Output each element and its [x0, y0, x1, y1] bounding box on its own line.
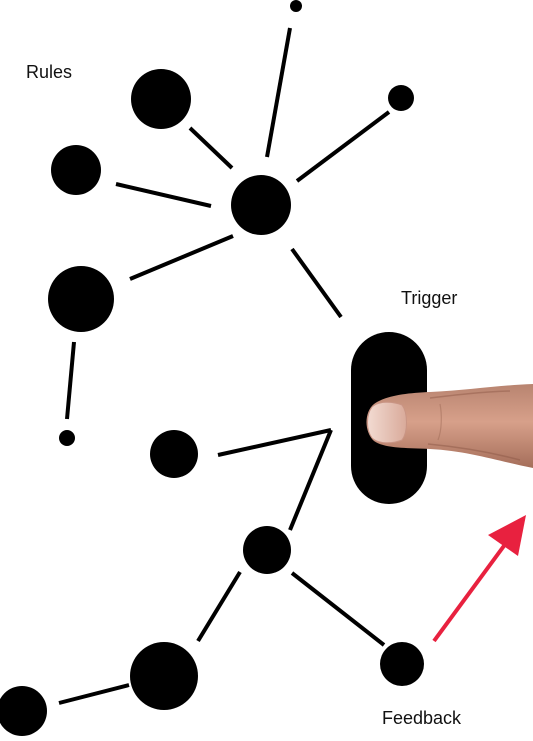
node-upper-right-small — [388, 85, 414, 111]
edge-hub-lower-right — [292, 249, 341, 317]
up-right-arrow-icon — [434, 515, 526, 641]
node-hub — [231, 175, 291, 235]
node-top-small — [290, 0, 302, 12]
edge-mid-node-to-peak — [218, 430, 331, 455]
edge-junction-to-feedback — [292, 573, 384, 645]
edge-junction-to-lower — [198, 572, 240, 641]
edge-hub-upper-left — [190, 128, 232, 168]
node-bottom-left-corner — [0, 686, 47, 736]
rules-label: Rules — [26, 62, 72, 83]
edge-hub-left — [116, 184, 211, 206]
edge-lower-to-corner — [59, 685, 129, 703]
edge-lower-left-tail — [67, 342, 74, 419]
node-bottom-large — [130, 642, 198, 710]
node-feedback — [380, 642, 424, 686]
node-lower-left-large — [48, 266, 114, 332]
node-left-medium — [51, 145, 101, 195]
edge-peak-to-junction — [290, 430, 331, 530]
rules-network-edges — [67, 28, 389, 419]
node-middle-left — [150, 430, 198, 478]
trigger-label: Trigger — [401, 288, 457, 309]
feedback-label: Feedback — [382, 708, 461, 729]
edge-hub-upper-right — [297, 112, 389, 181]
edge-hub-lower-left — [130, 236, 233, 279]
feedback-network-edges — [59, 430, 384, 703]
node-lower-left-tiny — [59, 430, 75, 446]
edge-hub-top — [267, 28, 290, 157]
node-junction — [243, 526, 291, 574]
node-upper-left-large — [131, 69, 191, 129]
